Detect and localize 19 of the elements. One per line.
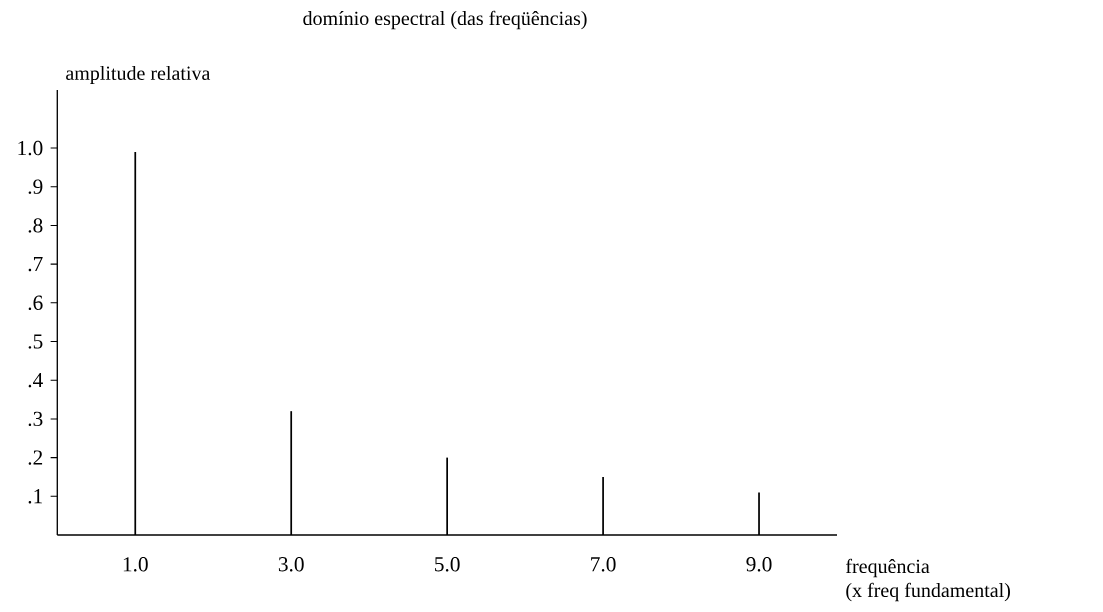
y-tick-label: .6 — [28, 295, 43, 311]
y-tick-label: .8 — [28, 218, 43, 233]
x-tick-label: 1.0 — [123, 557, 148, 572]
y-axis-title: amplitude relativa — [66, 65, 211, 85]
chart-title: domínio espectral (das freqüências) — [303, 10, 587, 30]
text: (x freq fundamental) — [846, 582, 1010, 602]
y-tick-label: .5 — [28, 334, 43, 349]
y-tick-label: .7 — [28, 257, 43, 272]
y-tick-label: .3 — [28, 411, 43, 427]
x-tick-label: 5.0 — [435, 557, 460, 572]
x-tick-label: 9.0 — [746, 557, 772, 572]
x-tick-label: 3.0 — [278, 557, 304, 572]
y-tick-label: .2 — [28, 450, 43, 465]
y-tick-label: .4 — [28, 373, 43, 388]
x-axis-title: frequência — [845, 558, 930, 578]
y-tick-label: 1.0 — [18, 140, 43, 156]
y-tick-label: .1 — [28, 489, 42, 504]
y-tick-label: .9 — [28, 179, 43, 194]
x-tick-label: 7.0 — [591, 557, 616, 572]
